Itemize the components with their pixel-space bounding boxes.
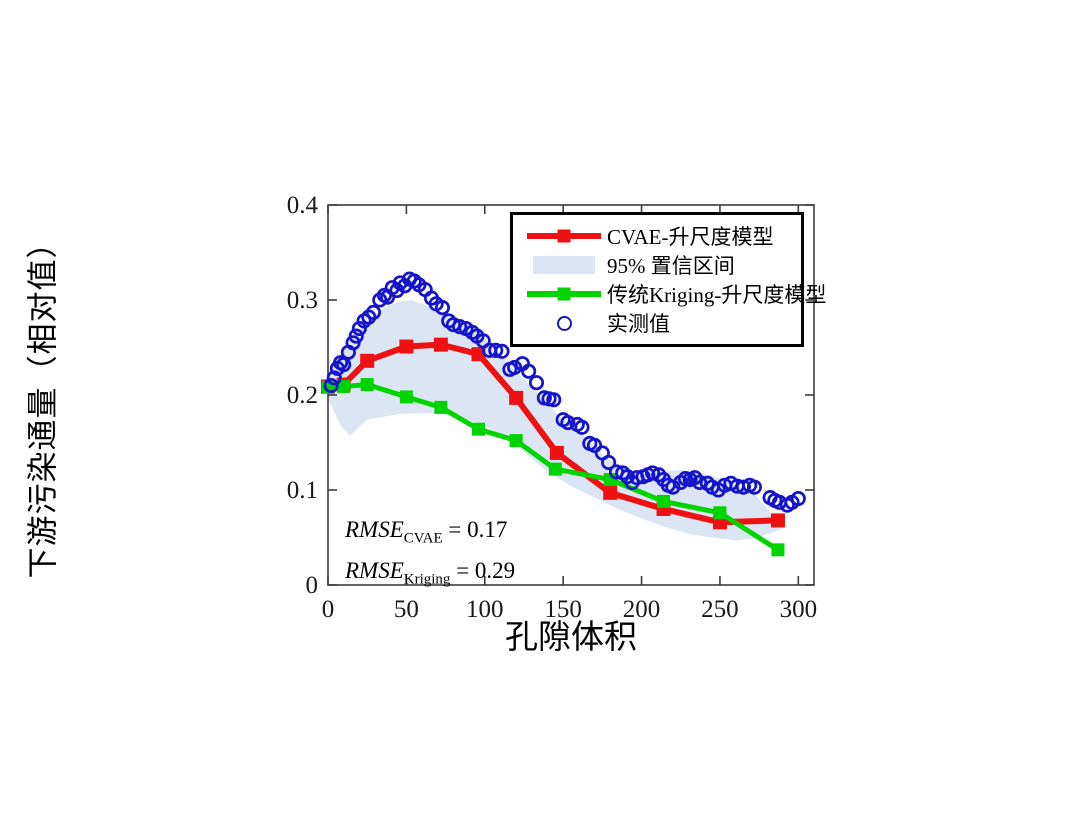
x-tick-label-0: 0 <box>322 596 335 623</box>
legend-label-cvae: CVAE-升尺度模型 <box>607 225 774 249</box>
legend-entry-cvae: CVAE-升尺度模型 <box>521 222 797 250</box>
kriging-line <box>321 378 785 557</box>
x-tick-label-5: 250 <box>701 596 739 623</box>
legend-entry-observed: 实测值 <box>521 309 797 337</box>
rmse-kriging-sub: Kriging <box>403 571 451 588</box>
y-tick-label-3: 0.3 <box>287 287 318 314</box>
y-tick-label-4: 0.4 <box>287 192 319 219</box>
x-tick-label-6: 300 <box>780 596 818 623</box>
rmse-kriging-annotation: RMSEKriging = 0.29 <box>345 555 515 596</box>
x-tick-label-4: 200 <box>623 596 661 623</box>
x-tick-label-2: 100 <box>466 596 504 623</box>
rmse-kriging-text: RMSE <box>345 557 404 583</box>
y-axis-label: 下游污染通量（相对值） <box>25 226 61 579</box>
rmse-cvae-value: = 0.17 <box>442 517 508 542</box>
legend-cvae-line-marker-icon <box>521 229 607 243</box>
x-tick-label-3: 150 <box>544 596 582 623</box>
legend-label-kriging: 传统Kriging-升尺度模型 <box>607 283 827 307</box>
rmse-kriging-value: = 0.29 <box>450 557 516 583</box>
legend-band-swatch-icon <box>521 256 607 274</box>
legend-label-observed: 实测值 <box>607 312 670 336</box>
legend-entry-confidence-band: 95% 置信区间 <box>521 251 797 279</box>
legend: CVAE-升尺度模型 95% 置信区间 传统Kriging-升尺度模型 实测值 <box>510 212 826 347</box>
y-tick-label-0: 0 <box>306 572 319 599</box>
legend-kriging-line-marker-icon <box>521 287 607 301</box>
rmse-cvae-annotation: RMSECVAE = 0.17 <box>345 514 515 555</box>
legend-open-circle-icon <box>521 315 607 331</box>
y-tick-label-2: 0.2 <box>287 382 318 409</box>
legend-label-confidence-band: 95% 置信区间 <box>607 254 735 278</box>
rmse-cvae-sub: CVAE <box>403 530 443 547</box>
rmse-cvae-text: RMSE <box>345 517 404 542</box>
rmse-annotations: RMSECVAE = 0.17 RMSEKriging = 0.29 <box>345 514 515 595</box>
y-tick-label-1: 0.1 <box>287 477 318 504</box>
legend-entry-kriging: 传统Kriging-升尺度模型 <box>521 280 826 308</box>
x-axis-label: 孔隙体积 <box>505 620 637 656</box>
x-tick-label-1: 50 <box>394 596 419 623</box>
observed-points <box>323 271 806 513</box>
